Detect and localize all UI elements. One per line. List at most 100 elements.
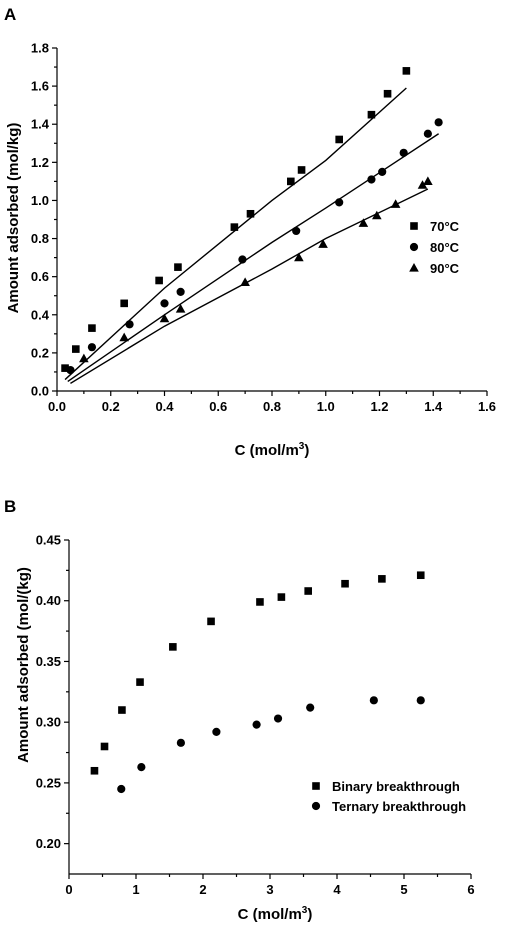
panel-a-data-point-square: [174, 263, 182, 271]
panel-a-y-tick-label: 0.6: [31, 269, 49, 284]
panel-b-data-point-square: [304, 587, 312, 595]
panel-a-y-tick-label: 1.0: [31, 193, 49, 208]
panel-b-data-point-square: [207, 617, 215, 626]
panel-a-y-axis-title: Amount adsorbed (mol/kg): [5, 123, 22, 314]
panel-b-data-point-circle: [416, 696, 425, 705]
panel-a-y-tick-label: 0.2: [31, 345, 49, 360]
panel-b-data-point-circle: [273, 714, 283, 723]
panel-b-y-tick-label: 0.20: [36, 836, 61, 851]
panel-a-data-point-triangle: [175, 304, 186, 313]
panel-a-legend-label: 90°C: [430, 261, 460, 276]
panel-a-x-tick-label: 1.2: [370, 399, 388, 414]
panel-b-x-tick-label: 4: [333, 882, 341, 897]
panel-a-data-point-square: [61, 364, 69, 372]
panel-b-data-point-circle: [117, 784, 126, 794]
panel-a-x-tick-label: 0.0: [48, 399, 66, 414]
panel-a-legend-marker-triangle: [409, 263, 419, 272]
panel-b-x-tick-label: 2: [199, 882, 206, 897]
panel-a-data-point-triangle: [417, 180, 428, 189]
panel-b-x-tick-label: 1: [132, 882, 139, 897]
panel-a-data-point-circle: [378, 167, 387, 176]
panel-a-data-point-square: [230, 223, 239, 231]
panel-a-data-point-square: [287, 177, 295, 186]
panel-a-data-point-circle: [335, 198, 344, 207]
panel-a-axes: 0.0 0.2 0.4 0.6 0.8 1.0 1.2 1.4 1.6 0.0 0.2 0.4 0.6 0…: [31, 41, 496, 415]
panel-a-data-point-circle: [423, 129, 432, 138]
panel-a-x-tick-label: 0.6: [209, 399, 227, 414]
panel-b-legend-marker-circle: [311, 801, 321, 811]
panel-a-data-point-square: [88, 324, 96, 332]
panel-a-data-point-triangle: [79, 353, 89, 363]
panel-b-data-point-square: [90, 766, 99, 775]
panel-b-x-axis-title: C (mol/m3): [238, 905, 313, 923]
panel-a-data-point-triangle: [372, 210, 382, 220]
panel-a-x-tick-label: 0.2: [102, 399, 120, 414]
panel-a-data-point-triangle: [423, 176, 433, 185]
panel-a-data-point-circle: [399, 148, 408, 157]
panel-a-y-tick-label: 0.4: [31, 307, 50, 322]
panel-a-x-tick-label: 1.4: [424, 399, 443, 414]
panel-a-data-point-square: [383, 89, 392, 98]
panel-a-legend-label: 70°C: [430, 219, 460, 234]
panel-b-legend-label: Binary breakthrough: [332, 779, 460, 794]
panel-b-data-point-square: [256, 598, 264, 606]
panel-b-label: B: [4, 497, 16, 516]
panel-a-fit-line-circle: [67, 133, 440, 383]
panel-a-x-tick-label: 1.0: [317, 399, 335, 414]
panel-b-data-point-square: [277, 593, 286, 601]
panel-b-legend: Binary breakthrough Ternary breakthrough: [311, 779, 466, 814]
panel-b-data-point-square: [416, 571, 425, 580]
panel-a-data-point-circle: [160, 299, 169, 308]
panel-b-y-tick-label: 0.30: [36, 715, 61, 730]
panel-a-data-points: [61, 67, 443, 375]
panel-a-y-tick-label: 1.4: [31, 117, 50, 132]
panel-b-data-point-circle: [252, 720, 261, 729]
panel-b-x-tick-label: 0: [65, 882, 72, 897]
panel-a-legend: 70°C 80°C 90°C: [409, 219, 460, 276]
panel-b-data-point-square: [100, 742, 109, 751]
panel-a-y-tick-label: 0.8: [31, 231, 49, 246]
panel-b-data-point-square: [341, 579, 349, 588]
panel-a-data-point-circle: [87, 343, 97, 352]
panel-b-axes: 0 1 2 3 4 5 6 0.20 0.25 0.30 0.35 0.40 0.45: [36, 533, 475, 898]
panel-a-y-tick-label: 1.2: [31, 155, 49, 170]
panel-a-data-point-circle: [367, 175, 376, 184]
panel-a-fit-line-triangle: [70, 188, 429, 384]
panel-a-y-tick-label: 1.8: [31, 41, 49, 56]
panel-b-data-point-circle: [306, 703, 315, 712]
panel-a-data-point-triangle: [119, 332, 129, 342]
panel-a-x-tick-label: 1.6: [478, 399, 496, 414]
panel-b-data-point-square: [118, 706, 126, 714]
panel-b-x-tick-label: 3: [266, 882, 273, 897]
panel-b-y-tick-label: 0.40: [36, 593, 61, 608]
panel-a-y-tick-label: 0.0: [31, 384, 49, 399]
panel-a-data-point-triangle: [159, 313, 170, 323]
panel-a-data-point-square: [367, 110, 376, 119]
panel-a-fit-line-square: [64, 87, 407, 381]
panel-a-x-axis-title: C (mol/m3): [235, 441, 310, 459]
panel-a-fit-lines: [64, 87, 440, 384]
panel-a-data-point-circle: [125, 320, 134, 329]
panel-a-data-point-square: [402, 67, 411, 75]
panel-b-data-point-square: [169, 643, 177, 651]
panel-a-data-point-square: [335, 135, 343, 144]
panel-b-data-point-circle: [369, 696, 378, 705]
panel-a-data-point-square: [72, 345, 80, 353]
panel-a-legend-marker-circle: [409, 242, 419, 252]
panel-b-data-point-square: [136, 678, 144, 686]
panel-a-data-point-circle: [66, 365, 75, 375]
panel-a-data-point-triangle: [240, 277, 250, 286]
panel-b-data-point-square: [378, 575, 386, 583]
panel-a-legend-label: 80°C: [430, 240, 460, 255]
panel-b-data-point-circle: [137, 763, 146, 772]
panel-a-x-tick-label: 0.4: [155, 399, 174, 414]
panel-b-x-tick-label: 5: [400, 882, 407, 897]
panel-b-y-axis-title: Amount adsorbed (mol/(kg): [15, 567, 32, 763]
panel-a-y-tick-label: 1.6: [31, 79, 49, 94]
panel-b-y-tick-label: 0.45: [36, 533, 61, 548]
panel-a-data-point-circle: [292, 226, 301, 236]
panel-a-x-tick-label: 0.8: [263, 399, 281, 414]
panel-a-data-point-circle: [238, 255, 247, 264]
panel-a-data-point-square: [155, 276, 163, 285]
panel-a-legend-marker-square: [410, 222, 418, 230]
